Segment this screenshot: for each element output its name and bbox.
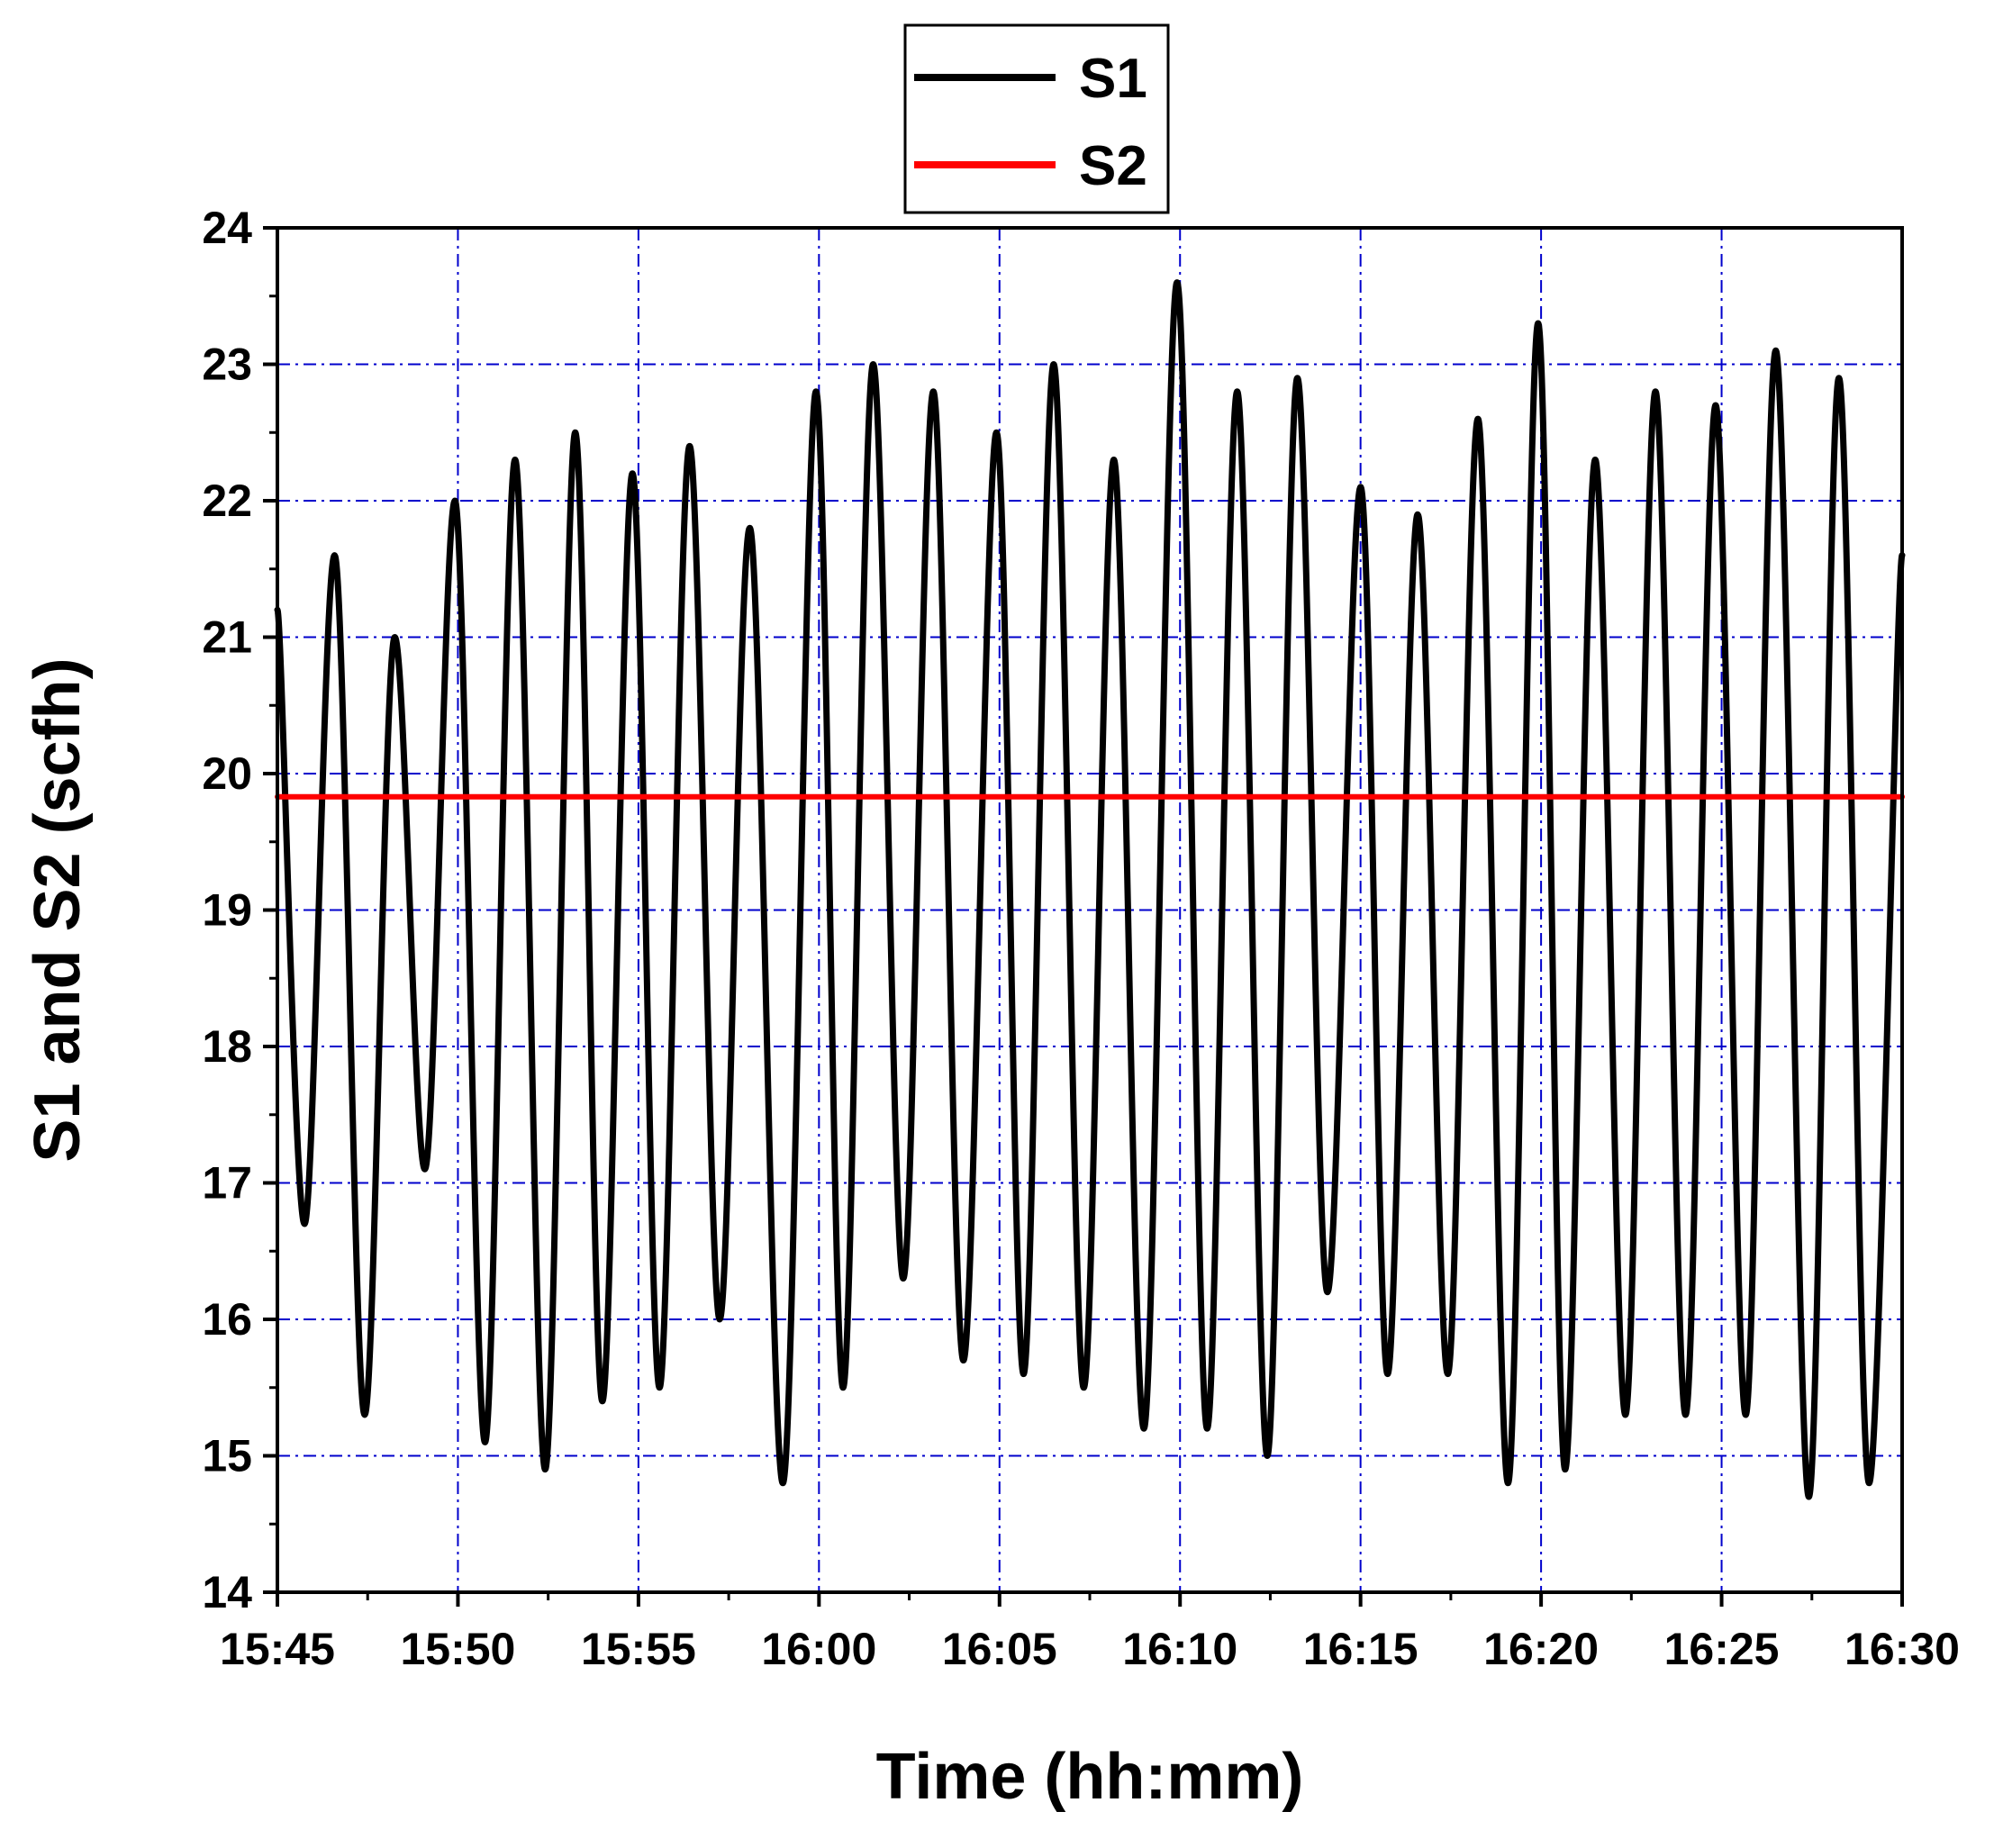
x-tick-label: 16:20 bbox=[1483, 1624, 1599, 1674]
x-tick-label: 16:05 bbox=[942, 1624, 1057, 1674]
y-tick-label: 15 bbox=[202, 1431, 252, 1481]
legend: S1 S2 bbox=[903, 23, 1170, 214]
x-axis-title: Time (hh:mm) bbox=[876, 1741, 1304, 1813]
x-tick-label: 16:10 bbox=[1122, 1624, 1237, 1674]
x-tick-label: 16:15 bbox=[1303, 1624, 1418, 1674]
y-axis-title: S1 and S2 (scfh) bbox=[22, 657, 94, 1162]
x-tick-label: 16:25 bbox=[1664, 1624, 1780, 1674]
legend-label-s2: S2 bbox=[1079, 135, 1147, 197]
y-tick-label: 21 bbox=[202, 612, 252, 663]
series-layer bbox=[274, 279, 1906, 1500]
y-tick-label: 20 bbox=[202, 748, 252, 799]
x-tick-label: 16:30 bbox=[1844, 1624, 1960, 1674]
tick-labels: 14 15 16 17 18 19 20 21 22 23 24 15:45 15:50 15:55 16:… bbox=[202, 203, 1960, 1674]
x-tick-label: 15:55 bbox=[581, 1624, 696, 1674]
y-tick-label: 14 bbox=[202, 1567, 252, 1617]
y-tick-label: 23 bbox=[202, 340, 252, 390]
y-tick-label: 18 bbox=[202, 1021, 252, 1072]
axis-ticks bbox=[263, 226, 1904, 1607]
y-tick-label: 24 bbox=[202, 203, 252, 253]
x-tick-label: 16:00 bbox=[761, 1624, 876, 1674]
legend-label-s1: S1 bbox=[1079, 48, 1147, 110]
y-tick-label: 19 bbox=[202, 885, 252, 936]
y-tick-label: 17 bbox=[202, 1158, 252, 1209]
x-tick-label: 15:50 bbox=[400, 1624, 515, 1674]
series-line-s1 bbox=[274, 279, 1906, 1500]
x-tick-label: 15:45 bbox=[220, 1624, 335, 1674]
y-tick-label: 16 bbox=[202, 1294, 252, 1345]
legend-box bbox=[903, 23, 1170, 214]
y-tick-label: 22 bbox=[202, 476, 252, 526]
